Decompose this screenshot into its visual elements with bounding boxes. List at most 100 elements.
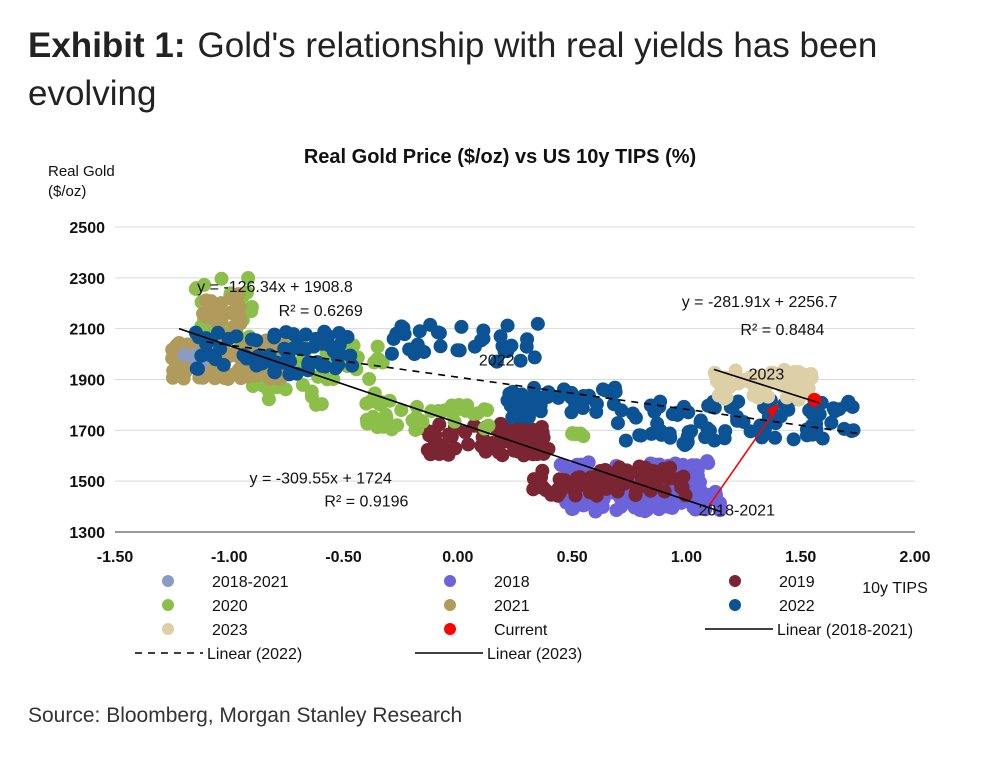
data-point-2022 <box>541 385 556 400</box>
annotation-label: y = -281.91x + 2256.7 <box>682 294 838 311</box>
data-point-2022 <box>213 341 228 356</box>
data-point-2019 <box>644 463 659 478</box>
data-point-2021 <box>241 369 256 384</box>
data-point-2020 <box>362 371 377 386</box>
data-point-2022 <box>340 330 355 345</box>
legend-label: Linear (2022) <box>207 646 302 663</box>
data-point-2021 <box>214 296 229 311</box>
data-point-2022 <box>837 421 852 436</box>
legend-marker <box>729 575 741 587</box>
data-point-2022 <box>301 357 316 372</box>
data-point-2022 <box>513 353 528 368</box>
data-point-2023 <box>739 373 754 388</box>
data-point-2020 <box>415 414 430 429</box>
legend-marker <box>444 623 456 635</box>
data-point-2018 <box>700 487 715 502</box>
annotation-label: 2023 <box>749 367 785 384</box>
data-point-2023 <box>771 369 786 384</box>
data-point-2020 <box>569 426 584 441</box>
data-point-2022 <box>679 436 694 451</box>
x-tick-label: 1.50 <box>785 549 816 566</box>
chart-title: Real Gold Price ($/oz) vs US 10y TIPS (%… <box>303 146 697 168</box>
data-point-2022 <box>807 407 822 422</box>
data-point-2022 <box>670 407 685 422</box>
data-point-2020 <box>384 422 399 437</box>
data-point-2022 <box>221 331 236 346</box>
data-point-2020 <box>394 403 409 418</box>
data-point-2018 <box>566 501 581 516</box>
data-point-2022 <box>407 347 422 362</box>
data-point-2020 <box>241 270 256 285</box>
legend-marker <box>162 575 174 587</box>
data-point-2018 <box>688 469 703 484</box>
data-point-2020 <box>244 299 259 314</box>
data-point-2022 <box>653 424 668 439</box>
data-point-2022 <box>489 354 504 369</box>
data-point-2022 <box>189 361 204 376</box>
data-point-2022 <box>279 325 294 340</box>
data-point-2022 <box>315 336 330 351</box>
data-point-2019 <box>628 488 643 503</box>
data-point-2022 <box>610 416 625 431</box>
data-point-2019 <box>676 469 691 484</box>
data-point-2019 <box>432 447 447 462</box>
data-point-2022 <box>208 352 223 367</box>
data-point-2022 <box>684 424 699 439</box>
data-point-2020 <box>370 339 385 354</box>
data-point-2022 <box>718 424 733 439</box>
data-point-2020 <box>214 271 229 286</box>
data-point-2022 <box>564 390 579 405</box>
data-point-2021 <box>199 310 214 325</box>
x-tick-label: 1.00 <box>671 549 702 566</box>
data-point-2022 <box>454 319 469 334</box>
data-point-2021 <box>217 368 232 383</box>
data-point-2018 <box>675 457 690 472</box>
legend-label: 2019 <box>779 574 815 591</box>
data-point-2022 <box>476 331 491 346</box>
legend-label: 2022 <box>779 598 815 615</box>
legend-marker <box>444 599 456 611</box>
x-tick-label: -1.50 <box>97 549 134 566</box>
data-point-2022 <box>786 432 801 447</box>
data-point-2022 <box>267 364 282 379</box>
data-point-2020 <box>378 410 393 425</box>
y-tick-label: 1700 <box>69 423 105 440</box>
data-point-2019 <box>570 480 585 495</box>
data-point-2022 <box>520 332 535 347</box>
data-point-2022 <box>267 330 282 345</box>
legend-label: Linear (2023) <box>487 646 582 663</box>
data-point-2023 <box>782 379 797 394</box>
data-point-2020 <box>359 412 374 427</box>
data-point-2022 <box>530 316 545 331</box>
data-point-2022 <box>700 421 715 436</box>
data-point-2022 <box>500 318 515 333</box>
data-point-2022 <box>328 361 343 376</box>
data-point-2022 <box>244 332 259 347</box>
trendline-linear-2023 <box>713 368 820 404</box>
data-point-2018 <box>614 499 629 514</box>
data-point-2019 <box>527 480 542 495</box>
data-point-2022 <box>614 403 629 418</box>
data-point-2022 <box>505 384 520 399</box>
x-tick-label: -0.50 <box>325 549 362 566</box>
data-point-2019 <box>551 482 566 497</box>
source-note: Source: Bloomberg, Morgan Stanley Resear… <box>28 704 463 727</box>
data-point-2020 <box>481 418 496 433</box>
y-tick-label: 1300 <box>69 525 105 542</box>
data-point-2022 <box>520 398 535 413</box>
data-point-2019 <box>474 438 489 453</box>
legend-marker <box>162 623 174 635</box>
data-point-2019 <box>572 470 587 485</box>
data-point-2022 <box>533 404 548 419</box>
legend-marker <box>162 599 174 611</box>
annotation-label: R² = 0.6269 <box>279 303 363 320</box>
data-point-2022 <box>527 350 542 365</box>
data-point-2022 <box>701 398 716 413</box>
legend-label: 2021 <box>494 598 530 615</box>
data-point-2021 <box>214 313 229 328</box>
legend-label: Linear (2018-2021) <box>777 622 913 639</box>
data-point-2020 <box>363 394 378 409</box>
data-point-2018 <box>588 501 603 516</box>
x-tick-label: 0.50 <box>557 549 588 566</box>
data-point-2022 <box>768 430 783 445</box>
